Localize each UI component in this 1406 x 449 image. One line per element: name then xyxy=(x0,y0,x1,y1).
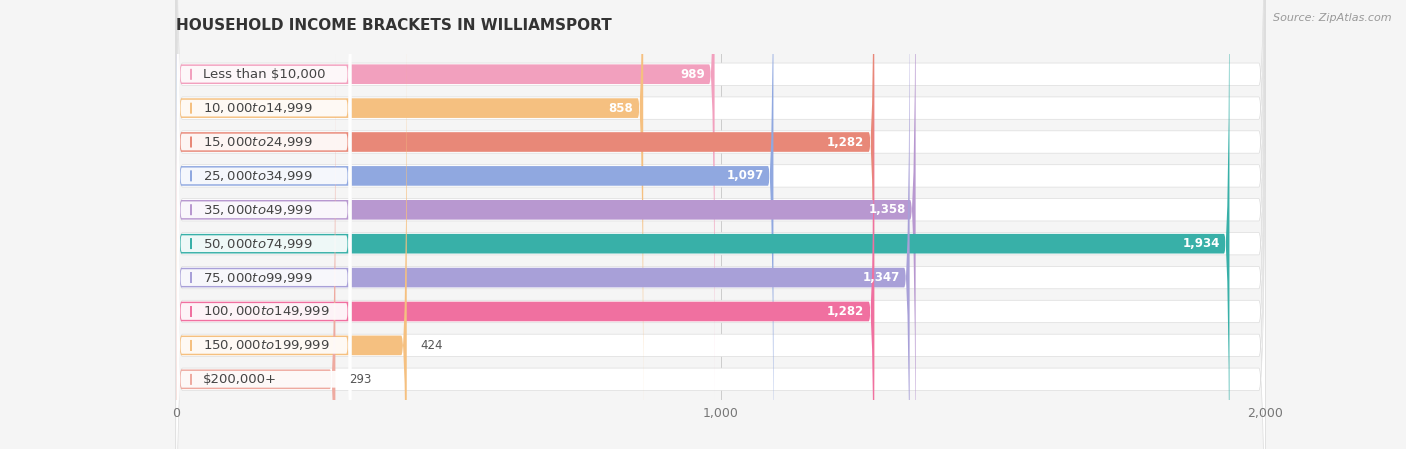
FancyBboxPatch shape xyxy=(177,0,352,449)
Text: $35,000 to $49,999: $35,000 to $49,999 xyxy=(202,203,312,217)
Text: $75,000 to $99,999: $75,000 to $99,999 xyxy=(202,271,312,285)
FancyBboxPatch shape xyxy=(176,0,1265,449)
FancyBboxPatch shape xyxy=(176,0,1265,449)
FancyBboxPatch shape xyxy=(176,0,1229,449)
FancyBboxPatch shape xyxy=(176,0,773,449)
Text: 1,347: 1,347 xyxy=(862,271,900,284)
Text: Less than $10,000: Less than $10,000 xyxy=(202,68,326,81)
FancyBboxPatch shape xyxy=(176,0,1265,449)
Text: 1,282: 1,282 xyxy=(827,305,865,318)
Text: $25,000 to $34,999: $25,000 to $34,999 xyxy=(202,169,312,183)
FancyBboxPatch shape xyxy=(177,0,352,449)
FancyBboxPatch shape xyxy=(177,0,352,439)
Text: 989: 989 xyxy=(681,68,704,81)
FancyBboxPatch shape xyxy=(176,0,643,437)
Text: 1,097: 1,097 xyxy=(727,169,763,182)
FancyBboxPatch shape xyxy=(176,50,336,449)
FancyBboxPatch shape xyxy=(176,0,1265,449)
FancyBboxPatch shape xyxy=(176,0,915,449)
Text: $50,000 to $74,999: $50,000 to $74,999 xyxy=(202,237,312,251)
Text: $150,000 to $199,999: $150,000 to $199,999 xyxy=(202,339,329,352)
Text: 1,934: 1,934 xyxy=(1182,237,1219,250)
FancyBboxPatch shape xyxy=(177,0,352,371)
FancyBboxPatch shape xyxy=(176,0,1265,449)
FancyBboxPatch shape xyxy=(176,0,1265,449)
FancyBboxPatch shape xyxy=(176,0,910,449)
FancyBboxPatch shape xyxy=(176,0,1265,449)
FancyBboxPatch shape xyxy=(177,0,352,449)
FancyBboxPatch shape xyxy=(177,83,352,449)
Text: $10,000 to $14,999: $10,000 to $14,999 xyxy=(202,101,312,115)
Text: HOUSEHOLD INCOME BRACKETS IN WILLIAMSPORT: HOUSEHOLD INCOME BRACKETS IN WILLIAMSPOR… xyxy=(176,18,612,33)
Text: $200,000+: $200,000+ xyxy=(202,373,277,386)
Text: $100,000 to $149,999: $100,000 to $149,999 xyxy=(202,304,329,318)
FancyBboxPatch shape xyxy=(176,0,1265,449)
FancyBboxPatch shape xyxy=(176,16,406,449)
FancyBboxPatch shape xyxy=(177,0,352,449)
Text: 858: 858 xyxy=(609,101,633,114)
Text: 293: 293 xyxy=(349,373,371,386)
FancyBboxPatch shape xyxy=(177,48,352,449)
FancyBboxPatch shape xyxy=(176,0,875,449)
FancyBboxPatch shape xyxy=(176,0,1265,449)
Text: Source: ZipAtlas.com: Source: ZipAtlas.com xyxy=(1274,13,1392,23)
Text: 1,358: 1,358 xyxy=(869,203,905,216)
Text: 1,282: 1,282 xyxy=(827,136,865,149)
FancyBboxPatch shape xyxy=(176,0,714,403)
Text: $15,000 to $24,999: $15,000 to $24,999 xyxy=(202,135,312,149)
FancyBboxPatch shape xyxy=(177,0,352,405)
FancyBboxPatch shape xyxy=(176,0,1265,449)
FancyBboxPatch shape xyxy=(176,0,875,449)
FancyBboxPatch shape xyxy=(177,15,352,449)
Text: 424: 424 xyxy=(420,339,443,352)
